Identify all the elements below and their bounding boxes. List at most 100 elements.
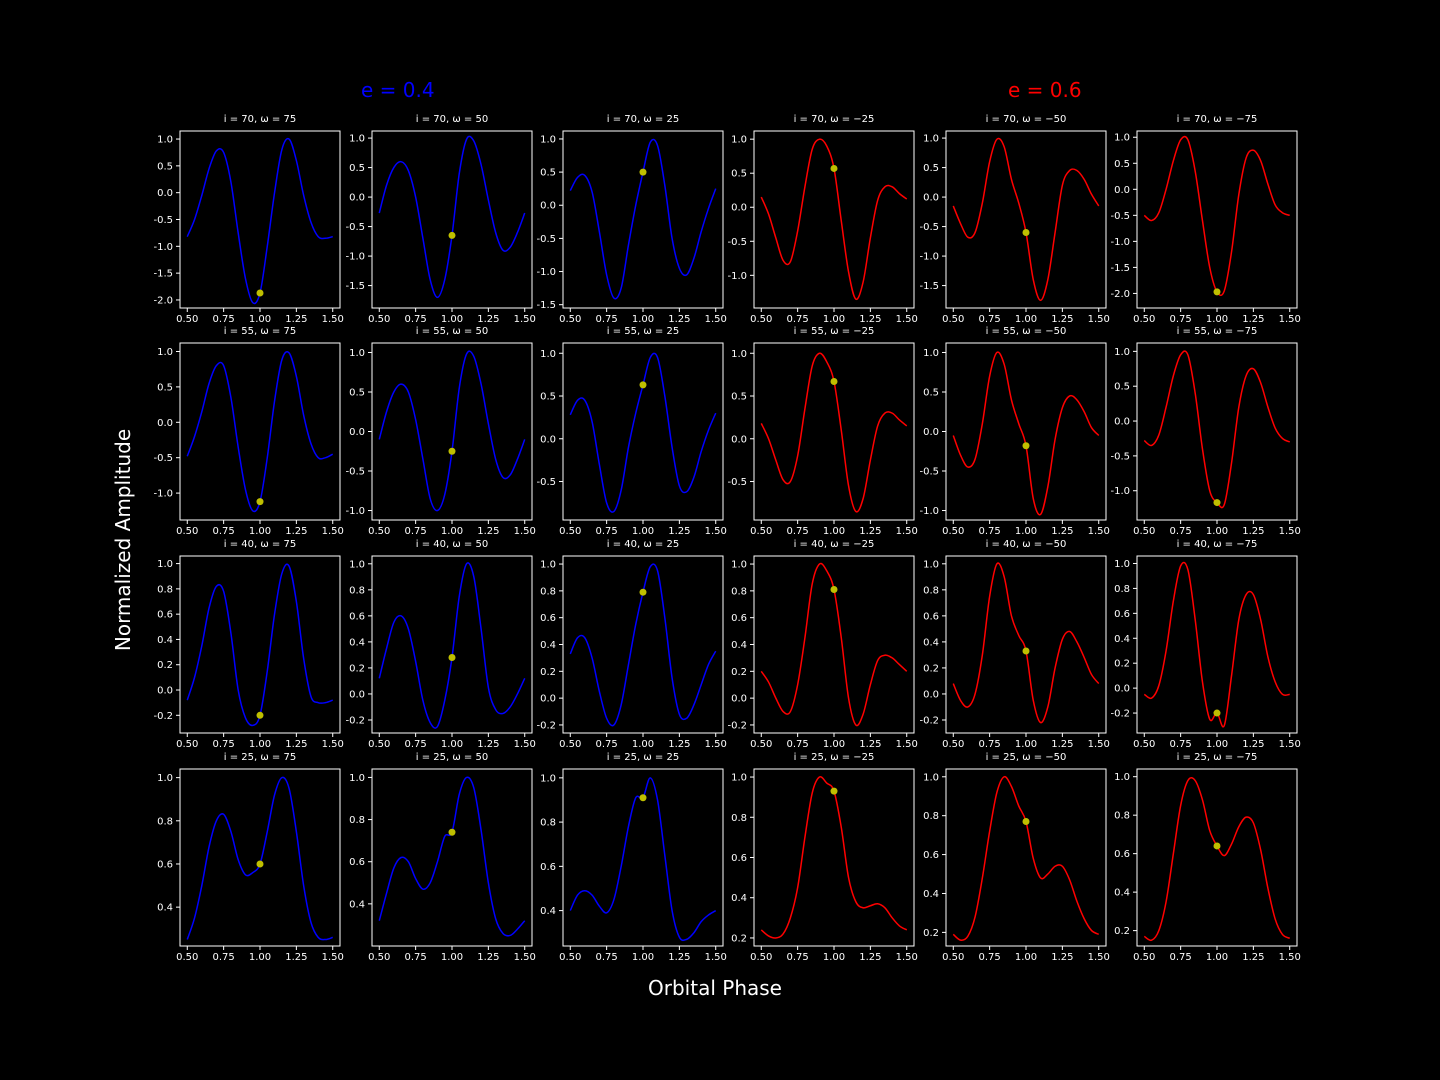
header-eccentricity-04: e = 0.4 [361,78,435,102]
y-tick-label: 0.8 [540,818,556,829]
x-tick-label: 1.25 [1242,526,1264,537]
x-tick-label: 1.00 [823,739,845,750]
y-tick-label: -1.5 [1110,263,1130,274]
x-tick-label: 0.50 [559,952,581,963]
y-tick-label: 0.0 [923,193,939,204]
x-tick-label: 0.50 [1133,952,1155,963]
x-tick-label: 1.50 [322,952,344,963]
x-tick-label: 0.50 [750,739,772,750]
subplot: i = 55, ω = −25 0.50 0.75 1.00 1.25 1.50 -0.5 0… [727,326,917,537]
x-tick-label: 1.50 [1088,739,1110,750]
y-tick-label: 0.4 [923,637,939,648]
subplot-title: i = 25, ω = −50 [986,752,1067,763]
series-line [569,777,717,942]
y-tick-label: 0.0 [1114,417,1130,428]
x-tick-label: 1.00 [441,952,463,963]
x-tick-label: 1.00 [632,314,654,325]
x-tick-label: 1.50 [896,739,918,750]
subplot: i = 70, ω = 25 0.50 0.75 1.00 1.25 1.50 -1.5 -1… [536,114,726,325]
y-tick-label: -0.2 [919,715,939,726]
y-tick-label: 0.4 [157,635,173,646]
subplot-title: i = 70, ω = −50 [986,114,1067,125]
subplot: i = 40, ω = −25 0.50 0.75 1.00 1.25 1.50 -0.2 0… [727,539,917,750]
y-tick-label: 0.8 [731,586,747,597]
series-line [569,138,717,300]
series-line [952,562,1100,724]
phase-marker [639,794,647,802]
y-tick-label: -0.5 [727,477,747,488]
y-tick-label: 1.0 [349,773,365,784]
y-tick-label: -1.5 [919,281,939,292]
y-tick-label: 0.5 [1114,159,1130,170]
y-tick-label: -1.0 [153,489,173,500]
y-tick-label: -1.0 [919,252,939,263]
series-line [186,776,333,941]
x-tick-label: 1.00 [632,739,654,750]
x-tick-label: 1.25 [859,739,881,750]
y-tick-label: 0.2 [540,667,556,678]
x-tick-label: 1.50 [896,526,918,537]
phase-marker [1022,818,1030,826]
subplot: i = 25, ω = −75 0.50 0.75 1.00 1.25 1.50 0.2 0.… [1114,752,1301,963]
x-tick-label: 1.50 [1088,314,1110,325]
y-tick-label: 0.6 [731,853,747,864]
y-tick-label: 1.0 [540,560,556,571]
x-tick-label: 1.50 [705,314,727,325]
axes-frame [562,342,724,521]
axes-frame [945,130,1107,309]
y-tick-label: -1.0 [345,506,365,517]
series-line [186,350,334,513]
y-tick-label: 0.4 [731,893,747,904]
y-tick-label: 0.6 [923,850,939,861]
y-tick-label: 1.0 [923,134,939,145]
subplot: i = 55, ω = 75 0.50 0.75 1.00 1.25 1.50 -1.0 -0… [153,326,343,537]
series-line [1143,777,1291,942]
axes-frame [371,768,533,947]
x-tick-label: 1.50 [1279,952,1301,963]
y-tick-label: -1.0 [727,271,747,282]
series-line [1143,135,1290,297]
x-tick-label: 0.50 [1133,526,1155,537]
y-tick-label: 0.8 [1114,584,1130,595]
axes-frame [371,130,533,309]
phase-marker [1213,842,1221,850]
y-tick-label: 1.0 [923,772,939,783]
axes-frame [1136,130,1298,309]
y-tick-label: 1.0 [731,560,747,571]
y-tick-label: 1.0 [349,348,365,359]
x-tick-label: 1.50 [514,526,536,537]
series-line [952,775,1100,941]
x-tick-label: 1.25 [1242,739,1264,750]
x-tick-label: 1.50 [1088,952,1110,963]
y-tick-label: 0.0 [731,203,747,214]
subplot-title: i = 40, ω = 50 [416,539,488,550]
x-tick-label: 1.25 [1051,952,1073,963]
x-tick-label: 0.75 [596,739,618,750]
y-axis-label: Normalized Amplitude [111,428,135,652]
x-tick-label: 0.75 [405,739,427,750]
x-tick-label: 1.50 [514,952,536,963]
y-tick-label: -0.5 [153,453,173,464]
x-tick-label: 1.25 [1051,739,1073,750]
x-tick-label: 1.25 [668,526,690,537]
series-line [952,137,1100,302]
y-tick-label: 1.0 [1114,559,1130,570]
y-tick-label: -0.5 [345,467,365,478]
subplot: i = 40, ω = −50 0.50 0.75 1.00 1.25 1.50 -0.2 0… [919,539,1109,750]
x-tick-label: 0.75 [405,314,427,325]
x-tick-label: 0.75 [213,739,235,750]
y-tick-label: 0.8 [540,586,556,597]
subplot-title: i = 55, ω = −50 [986,326,1067,337]
phase-marker [448,447,456,455]
x-tick-label: 0.75 [979,314,1001,325]
x-tick-label: 0.50 [1133,739,1155,750]
x-tick-label: 1.50 [322,526,344,537]
subplot: i = 25, ω = 50 0.50 0.75 1.00 1.25 1.50 0.4 0.6… [349,752,536,963]
y-tick-label: 0.4 [540,640,556,651]
axes-frame [1136,342,1298,521]
y-tick-label: -1.0 [919,506,939,517]
series-line [760,138,908,301]
axes-frame [1136,768,1298,947]
x-tick-label: 0.50 [750,952,772,963]
